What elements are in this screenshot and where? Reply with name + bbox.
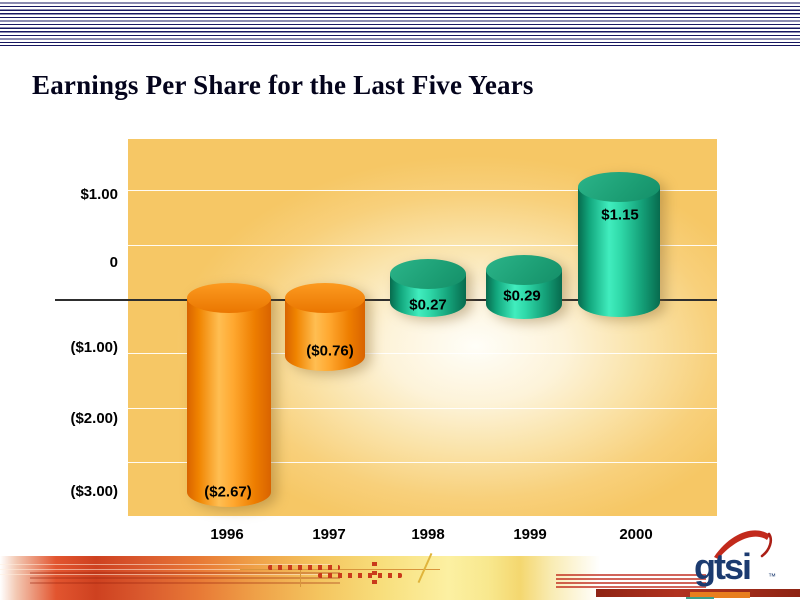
bar-body	[187, 298, 271, 492]
value-label-1996: ($2.67)	[204, 483, 252, 501]
value-label-2000: $1.15	[601, 206, 639, 224]
gridline	[128, 408, 717, 409]
ytick-label-neg3: ($3.00)	[70, 483, 118, 500]
xtick-label-2000: 2000	[619, 526, 653, 543]
bar-top-cap	[187, 283, 271, 313]
bar-body	[578, 187, 660, 302]
banner-teal-accent	[686, 597, 714, 599]
gridline	[128, 353, 717, 354]
bottom-banner	[0, 552, 800, 600]
bar-top-cap	[285, 283, 365, 313]
header-pinstripes	[0, 0, 800, 46]
banner-circuit-dots	[318, 573, 402, 578]
ytick-label-neg1: ($1.00)	[70, 339, 118, 356]
xtick-label-1997: 1997	[312, 526, 346, 543]
bar-1998	[390, 259, 466, 347]
slide-title: Earnings Per Share for the Last Five Yea…	[32, 70, 534, 100]
value-label-1997: ($0.76)	[306, 342, 354, 360]
banner-circuit-trace	[300, 569, 301, 587]
gtsi-logo: gtsi ™	[686, 516, 798, 598]
banner-circuit-dots	[268, 565, 340, 570]
xtick-label-1996: 1996	[210, 526, 244, 543]
bar-2000	[578, 172, 660, 347]
bar-1999	[486, 255, 562, 349]
bar-top-cap	[486, 255, 562, 285]
banner-circuit-trace	[417, 552, 433, 584]
bar-top-cap	[390, 259, 466, 289]
gridline	[128, 190, 717, 191]
banner-circuit-trace	[240, 569, 440, 570]
value-label-1998: $0.27	[409, 296, 447, 314]
banner-orange-bar	[690, 592, 750, 598]
gridline	[128, 462, 717, 463]
value-label-1999: $0.29	[503, 287, 541, 305]
bar-1997	[285, 283, 365, 401]
xtick-label-1998: 1998	[411, 526, 445, 543]
ytick-label-0: 0	[109, 254, 118, 271]
trademark-symbol: ™	[768, 572, 776, 581]
ytick-label-1: $1.00	[80, 186, 118, 203]
xtick-label-1999: 1999	[513, 526, 547, 543]
bar-1996	[187, 283, 271, 507]
logo-swoosh-icon	[714, 530, 773, 559]
ytick-label-neg2: ($2.00)	[70, 410, 118, 427]
gridline	[128, 245, 717, 246]
banner-circuit-dots	[372, 562, 377, 588]
banner-streaks-left-dark	[30, 572, 340, 584]
logo-text: gtsi	[694, 546, 752, 587]
banner-streaks-right	[556, 574, 706, 590]
banner-streaks-left	[0, 562, 330, 578]
zero-axis-line	[55, 299, 717, 301]
bar-top-cap	[578, 172, 660, 202]
